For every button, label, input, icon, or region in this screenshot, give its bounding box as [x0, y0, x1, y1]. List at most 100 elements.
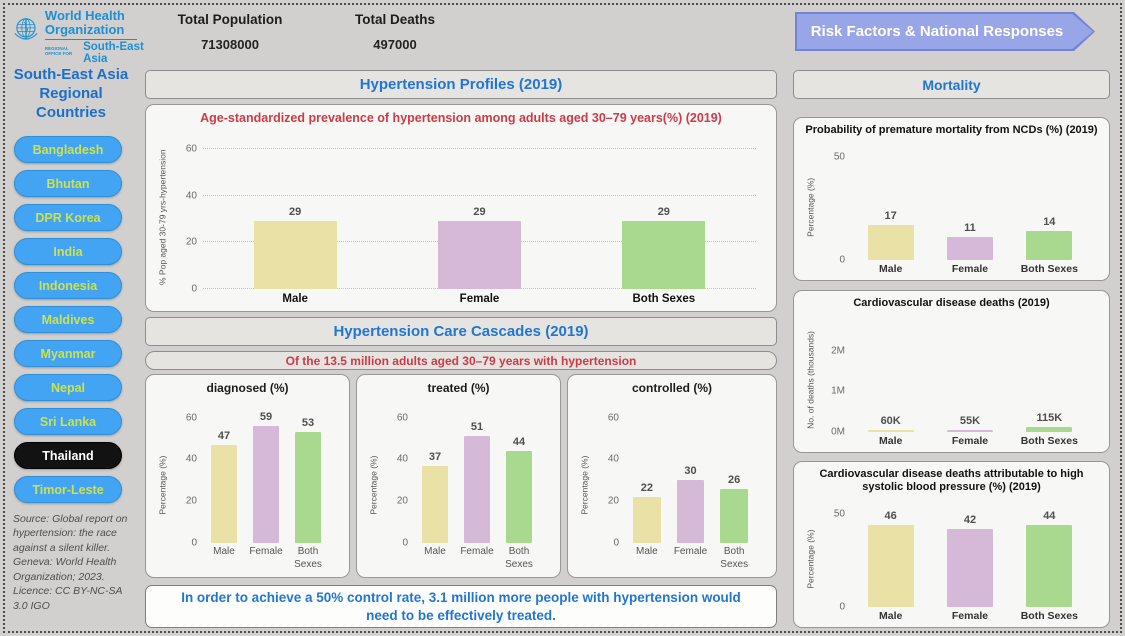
bar-female[interactable]	[252, 426, 280, 543]
bar-both-sexes[interactable]	[622, 221, 706, 289]
y-tick-label: 40	[185, 453, 197, 465]
bar-both-sexes[interactable]	[505, 451, 533, 543]
country-button-nepal[interactable]: Nepal	[14, 374, 122, 401]
hypertension-profiles-header: Hypertension Profiles (2019)	[145, 70, 777, 99]
bar-slot: 44	[1010, 510, 1089, 607]
bar-male[interactable]	[210, 444, 238, 543]
bar-male[interactable]	[867, 429, 914, 432]
country-button-myanmar[interactable]: Myanmar	[14, 340, 122, 367]
x-category-label: Female	[459, 293, 500, 305]
country-button-timor-leste[interactable]: Timor-Leste	[14, 476, 122, 503]
bar-slot: 55K	[930, 326, 1009, 432]
bar-slot: 51	[456, 411, 498, 543]
y-axis-label: Percentage (%)	[157, 455, 168, 515]
bar-value-label: 53	[301, 417, 315, 430]
bar-value-label: 51	[470, 421, 484, 434]
y-tick-label: 20	[185, 495, 197, 507]
bar-value-label: 14	[1043, 216, 1056, 229]
country-button-indonesia[interactable]: Indonesia	[14, 272, 122, 299]
bar-both-sexes[interactable]	[1026, 427, 1073, 432]
bar-value-label: 26	[728, 473, 741, 486]
logo-org-line1: World Health	[44, 8, 125, 23]
ncd-mortality-chart-title: Probability of premature mortality from …	[805, 124, 1098, 136]
bar-slot: 11	[930, 153, 1009, 260]
bar-male[interactable]	[632, 497, 661, 543]
cvd-deaths-chart-title: Cardiovascular disease deaths (2019)	[853, 297, 1050, 309]
care-cascades-header: Hypertension Care Cascades (2019)	[145, 317, 777, 346]
bar-both-sexes[interactable]	[1026, 231, 1073, 260]
prevalence-chart-panel: Age-standardized prevalence of hypertens…	[145, 104, 777, 312]
bar-slot: 14	[1010, 153, 1089, 260]
y-axis-label: Percentage (%)	[805, 178, 816, 238]
bar-value-label: 37	[428, 450, 442, 463]
country-button-thailand[interactable]: Thailand	[14, 442, 122, 469]
y-tick-label: 50	[833, 508, 845, 520]
mortality-header: Mortality	[793, 70, 1110, 99]
y-tick-label: 40	[185, 190, 197, 202]
country-button-maldives[interactable]: Maldives	[14, 306, 122, 333]
bar-female[interactable]	[946, 429, 993, 432]
total-deaths-label: Total Deaths	[354, 12, 435, 27]
bar-slot: 44	[498, 411, 540, 543]
y-tick-label: 0M	[831, 426, 845, 438]
treated-chart-panel: treated (%) Percentage (%) 0 20 40 60 37 51 44 M…	[356, 374, 561, 578]
bar-male[interactable]	[421, 465, 449, 543]
country-button-india[interactable]: India	[14, 238, 122, 265]
x-category-label: Male	[878, 610, 903, 622]
y-tick-label: 40	[396, 453, 408, 465]
country-button-dpr-korea[interactable]: DPR Korea	[14, 204, 122, 231]
x-category-label: Female	[249, 546, 283, 557]
bar-slot: 60K	[851, 326, 930, 432]
bar-slot: 53	[287, 411, 329, 543]
total-deaths-value: 497000	[373, 37, 417, 52]
bar-male[interactable]	[867, 225, 914, 260]
bar-value-label: 17	[884, 210, 897, 223]
bar-slot: 26	[712, 411, 756, 543]
x-category-label: Both Sexes	[720, 546, 749, 570]
treated-chart-title: treated (%)	[427, 381, 490, 395]
total-population-stat: Total Population 71308000	[155, 12, 305, 52]
controlled-chart-panel: controlled (%) Percentage (%) 0 20 40 60 22 30…	[567, 374, 777, 578]
bar-value-label: 29	[657, 206, 670, 219]
x-category-label: Both Sexes	[505, 546, 533, 570]
country-button-bangladesh[interactable]: Bangladesh	[14, 136, 122, 163]
x-category-label: Male	[878, 263, 903, 275]
x-category-label: Female	[951, 435, 989, 447]
logo-divider	[44, 39, 137, 41]
bar-slot: 29	[203, 142, 387, 289]
y-tick-label: 0	[839, 254, 845, 266]
bar-female[interactable]	[946, 528, 993, 607]
y-axis-label: % Pop aged 30-79 yrs-hypertension	[157, 149, 168, 286]
bar-male[interactable]	[867, 525, 914, 607]
country-button-bhutan[interactable]: Bhutan	[14, 170, 122, 197]
bar-value-label: 46	[884, 510, 897, 523]
bar-female[interactable]	[946, 237, 993, 260]
cvd-sbp-chart-panel: Cardiovascular disease deaths attributab…	[793, 461, 1110, 628]
bar-value-label: 60K	[880, 414, 901, 427]
bar-slot: 37	[414, 411, 456, 543]
bar-both-sexes[interactable]	[1026, 525, 1073, 607]
y-tick-label: 60	[607, 412, 619, 424]
country-list: Bangladesh Bhutan DPR Korea India Indonesia M…	[14, 136, 122, 510]
x-category-label: Female	[951, 610, 989, 622]
x-category-label: Female	[460, 546, 494, 557]
bar-slot: 115K	[1010, 326, 1089, 432]
bar-value-label: 44	[512, 436, 526, 449]
y-axis-label: No. of deaths (thousands)	[805, 331, 816, 429]
bar-both-sexes[interactable]	[294, 432, 322, 543]
y-axis-label: Percentage (%)	[805, 530, 816, 590]
bar-value-label: 44	[1043, 510, 1056, 523]
bar-slot: 29	[572, 142, 756, 289]
x-category-label: Both Sexes	[1020, 610, 1078, 622]
bar-female[interactable]	[676, 480, 705, 543]
bar-value-label: 29	[473, 206, 486, 219]
bar-female[interactable]	[463, 436, 491, 543]
country-button-sri-lanka[interactable]: Sri Lanka	[14, 408, 122, 435]
bar-female[interactable]	[438, 221, 521, 289]
bar-value-label: 55K	[959, 414, 981, 427]
risk-factors-nav-button[interactable]: Risk Factors & National Responses	[795, 12, 1095, 51]
bar-both-sexes[interactable]	[720, 488, 749, 543]
y-tick-label: 60	[185, 412, 197, 424]
y-tick-label: 1M	[831, 385, 845, 397]
bar-male[interactable]	[253, 221, 337, 289]
